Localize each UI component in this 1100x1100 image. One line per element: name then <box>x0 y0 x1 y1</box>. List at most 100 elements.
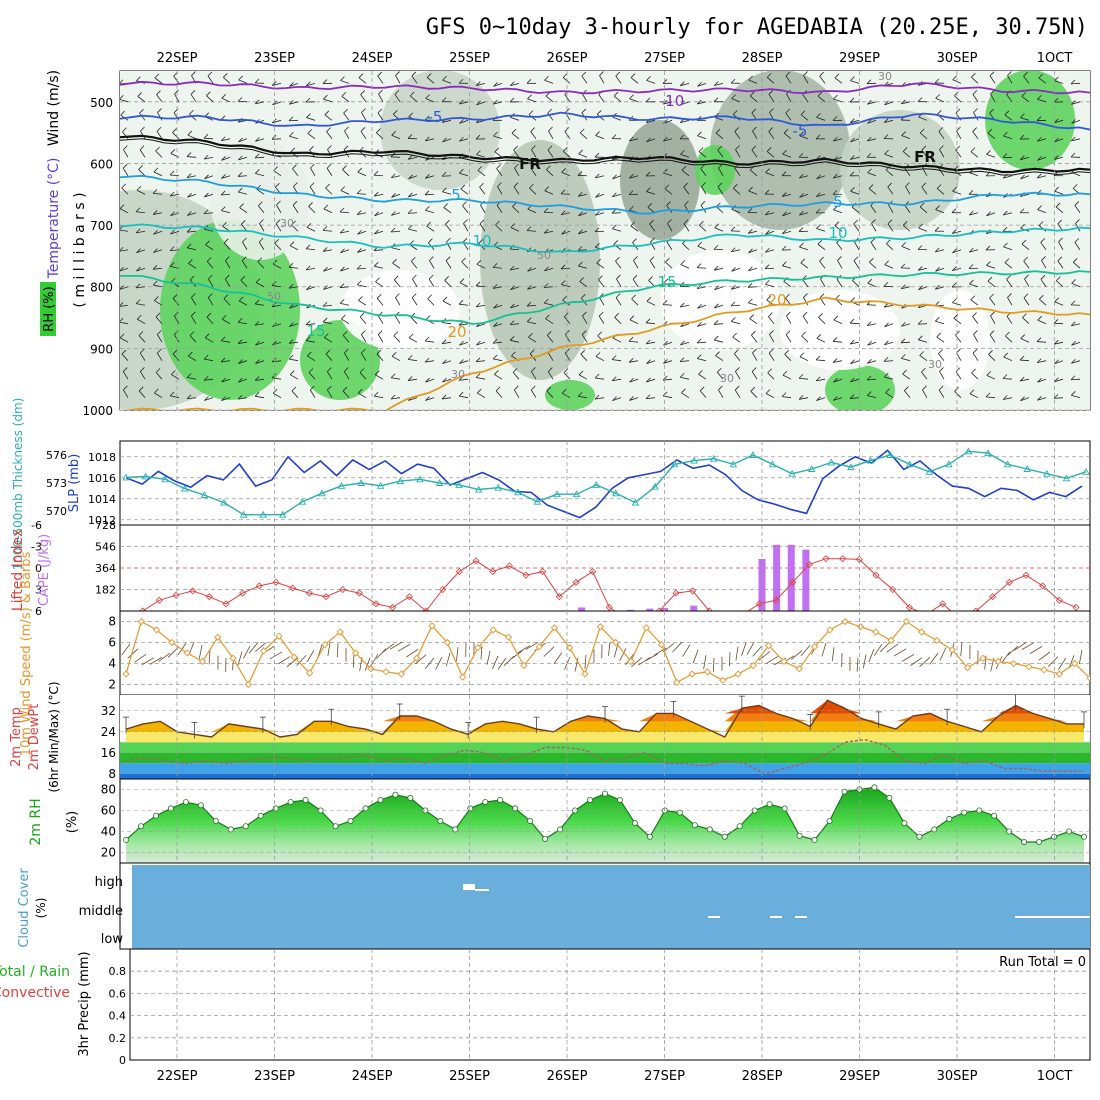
upper-barb-tick <box>172 294 178 299</box>
upper-barb <box>394 315 401 324</box>
rh-area <box>126 787 1084 863</box>
thickness-point <box>925 467 934 475</box>
upper-barb <box>238 378 248 383</box>
upper-barb-tick <box>614 313 619 318</box>
upper-barb <box>612 378 622 382</box>
upper-barb <box>922 389 928 398</box>
upper-barb-tick <box>905 182 910 187</box>
upper-barb-tick <box>935 284 940 290</box>
surface-barb <box>167 647 179 658</box>
upper-barb-tick <box>986 261 991 266</box>
upper-barb-tick <box>238 377 243 383</box>
upper-barb-tick <box>629 396 634 401</box>
upper-barb-tick <box>1071 340 1076 346</box>
upper-barb <box>989 75 996 84</box>
upper-barb <box>426 225 435 232</box>
upper-barb <box>242 241 248 250</box>
upper-barb-tick <box>953 314 959 319</box>
pressure-tick-label: 500 <box>90 96 113 110</box>
precip-axis: 0.80.60.40.20 <box>109 965 127 1067</box>
upper-barb-tick <box>850 137 855 143</box>
upper-barb <box>663 172 673 177</box>
upper-barb-tick <box>123 385 128 391</box>
upper-barb-tick <box>139 145 145 151</box>
upper-barb <box>990 93 996 103</box>
surface-barb <box>497 657 507 670</box>
upper-barb-tick <box>238 137 243 143</box>
upper-barb <box>546 335 554 343</box>
upper-barb-tick <box>867 119 872 124</box>
upper-barb <box>221 138 231 142</box>
isotherm-label: 10 <box>472 232 491 250</box>
upper-barb-tick <box>1071 358 1076 364</box>
thickness-point <box>494 483 503 491</box>
upper-barb-tick <box>815 208 821 214</box>
isotherm--5 <box>120 111 1090 131</box>
upper-barb <box>595 212 605 216</box>
wind-speed-point <box>688 670 696 678</box>
upper-barb <box>154 77 163 84</box>
upper-barb-tick <box>871 219 876 224</box>
upper-barb <box>155 372 163 380</box>
thickness-point <box>886 451 894 458</box>
upper-barb-tick <box>512 202 517 207</box>
upper-barb <box>463 223 469 232</box>
surface-barb <box>765 655 779 665</box>
upper-barb-tick <box>425 174 430 179</box>
upper-barb-tick <box>611 376 617 382</box>
wind-speed-point <box>474 644 482 652</box>
upper-barb-tick <box>411 256 416 262</box>
upper-barb-tick <box>1037 377 1042 383</box>
upper-barb-tick <box>309 145 314 151</box>
upper-barb-tick <box>361 330 366 335</box>
upper-barb-tick <box>819 293 825 298</box>
thickness-point <box>847 463 855 471</box>
upper-barb-tick <box>815 376 821 382</box>
upper-barb <box>579 132 588 140</box>
lifted-index-point <box>1055 596 1063 604</box>
upper-barb-tick <box>715 128 721 134</box>
upper-barb-tick <box>237 172 243 177</box>
slp-tick-label: 1014 <box>88 493 116 506</box>
surface-barb <box>735 646 739 661</box>
upper-barb-tick <box>747 229 753 234</box>
upper-barb-tick <box>577 192 583 197</box>
upper-barb-tick <box>289 303 294 309</box>
thickness-point <box>1043 469 1051 477</box>
upper-barb <box>155 316 163 324</box>
thickness-point <box>807 465 816 472</box>
upper-barb <box>459 119 469 124</box>
upper-barb <box>307 133 316 140</box>
bottom-date-axis: 22SEP 23SEP 24SEP 25SEP 26SEP 27SEP 28SEP 29SEP… <box>157 1069 1073 1084</box>
upper-barb-tick <box>700 164 705 169</box>
upper-barb <box>272 304 282 308</box>
upper-barb-tick <box>939 145 944 150</box>
upper-barb-tick <box>866 375 872 381</box>
upper-barb-tick <box>782 149 787 155</box>
upper-barb <box>255 378 265 381</box>
upper-barb-tick <box>1007 71 1012 76</box>
upper-barb-tick <box>136 248 141 253</box>
upper-barb <box>459 303 469 306</box>
upper-barb-tick <box>359 368 365 373</box>
upper-barb-tick <box>459 359 464 364</box>
upper-barb <box>361 112 367 121</box>
upper-barb-tick <box>339 299 345 304</box>
upper-barb-tick <box>765 279 770 285</box>
upper-barb-tick <box>972 312 977 317</box>
isotherm-label: 5 <box>451 186 461 204</box>
upper-barb <box>1037 156 1047 161</box>
surface-barb <box>1047 656 1059 667</box>
thickness-point <box>631 498 640 506</box>
upper-barb-tick <box>646 137 651 143</box>
upper-barb <box>1053 397 1064 399</box>
upper-barb <box>935 286 945 290</box>
upper-barb <box>594 230 605 233</box>
upper-barb <box>306 82 316 87</box>
upper-barb-tick <box>747 283 753 288</box>
top-date-label: 28SEP <box>742 51 783 66</box>
upper-barb-tick <box>597 331 603 337</box>
upper-barb <box>953 318 962 325</box>
upper-barb <box>187 397 197 400</box>
upper-barb-tick <box>921 145 927 151</box>
